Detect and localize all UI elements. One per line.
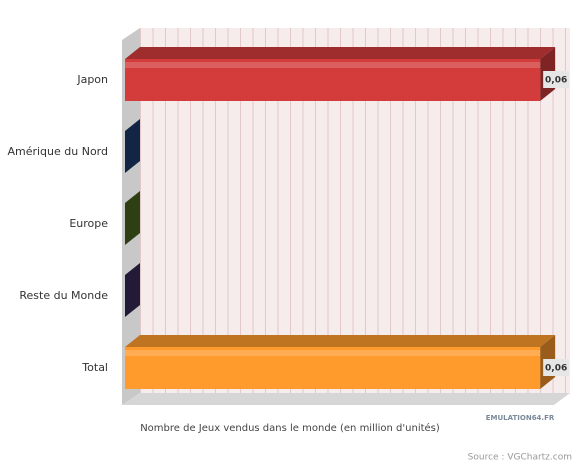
y-tick-label: Europe [69, 217, 108, 230]
value-label: 0,06 [545, 364, 567, 374]
bar-side [125, 191, 140, 245]
y-tick-label: Japon [76, 73, 108, 86]
value-label: 0,06 [545, 76, 567, 86]
value-label-box [543, 359, 570, 376]
y-tick-label: Amérique du Nord [7, 145, 108, 158]
bar-side [125, 119, 140, 173]
bar [125, 347, 541, 389]
bar-top [125, 47, 556, 59]
y-tick-label: Reste du Monde [19, 289, 108, 302]
bar-top [125, 335, 556, 347]
bar [125, 59, 541, 101]
bar-highlight [125, 350, 541, 356]
bar-side [125, 263, 140, 317]
bar-highlight [125, 62, 541, 68]
x-axis-label: Nombre de Jeux vendus dans le monde (en … [140, 422, 440, 434]
y-tick-label: Total [81, 361, 108, 374]
logo: EMULATION64.FR [486, 414, 555, 422]
floor [122, 393, 570, 405]
source: Source : VGChartz.com [468, 453, 572, 463]
value-label-box [543, 71, 570, 88]
